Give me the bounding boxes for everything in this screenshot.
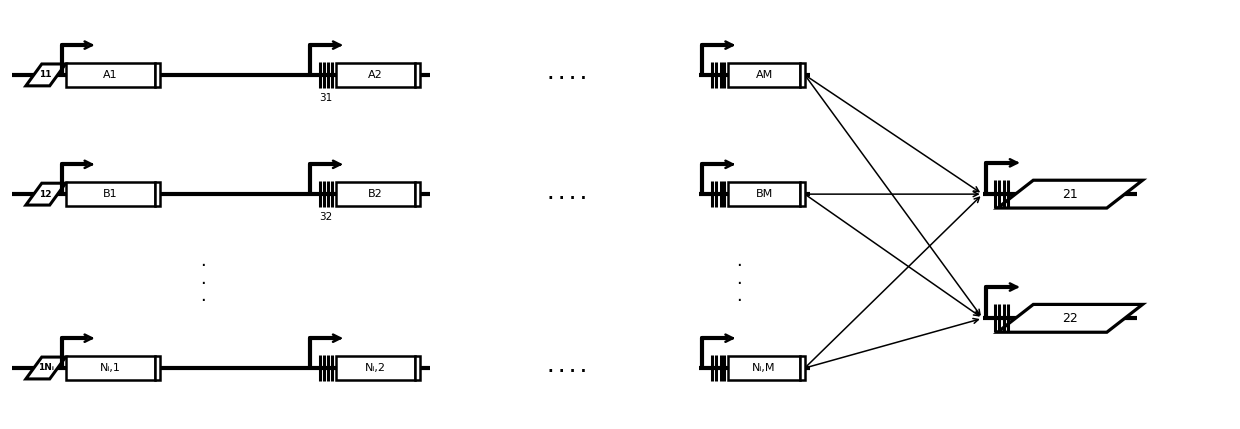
Text: . . . .: . . . . bbox=[548, 67, 587, 82]
Text: 32: 32 bbox=[319, 212, 332, 222]
Text: Nᵢ,M: Nᵢ,M bbox=[753, 363, 776, 373]
Text: 1Nᵢ: 1Nᵢ bbox=[37, 363, 53, 372]
Text: 11: 11 bbox=[40, 70, 52, 79]
Polygon shape bbox=[26, 64, 66, 86]
Bar bbox=[336, 63, 415, 87]
Bar bbox=[155, 356, 160, 380]
Text: AM: AM bbox=[755, 70, 773, 80]
Bar bbox=[66, 356, 155, 380]
Text: 12: 12 bbox=[40, 190, 52, 199]
Text: Nᵢ,1: Nᵢ,1 bbox=[100, 363, 120, 373]
Text: 22: 22 bbox=[1063, 312, 1078, 325]
Bar bbox=[66, 63, 155, 87]
Bar bbox=[728, 63, 800, 87]
Text: .: . bbox=[737, 287, 742, 305]
Text: B1: B1 bbox=[103, 189, 118, 199]
Bar bbox=[800, 182, 805, 206]
Text: B2: B2 bbox=[368, 189, 383, 199]
Polygon shape bbox=[997, 180, 1142, 208]
Text: . . . .: . . . . bbox=[548, 360, 587, 375]
Bar bbox=[155, 63, 160, 87]
Bar bbox=[336, 182, 415, 206]
Bar bbox=[800, 356, 805, 380]
Text: .: . bbox=[200, 252, 206, 270]
Text: .: . bbox=[200, 269, 206, 287]
Text: Nᵢ,2: Nᵢ,2 bbox=[365, 363, 386, 373]
Bar bbox=[155, 182, 160, 206]
Text: 31: 31 bbox=[319, 93, 332, 103]
Bar bbox=[415, 182, 420, 206]
Bar bbox=[415, 63, 420, 87]
Bar bbox=[66, 182, 155, 206]
Bar bbox=[336, 356, 415, 380]
Text: .: . bbox=[737, 252, 742, 270]
Text: .: . bbox=[737, 269, 742, 287]
Text: .: . bbox=[200, 287, 206, 305]
Text: 21: 21 bbox=[1063, 187, 1078, 201]
Bar bbox=[415, 356, 420, 380]
Text: A1: A1 bbox=[103, 70, 118, 80]
Bar bbox=[728, 182, 800, 206]
Polygon shape bbox=[26, 183, 66, 205]
Bar bbox=[728, 356, 800, 380]
Text: A2: A2 bbox=[368, 70, 383, 80]
Polygon shape bbox=[997, 305, 1142, 332]
Bar bbox=[800, 63, 805, 87]
Polygon shape bbox=[26, 357, 66, 379]
Text: BM: BM bbox=[755, 189, 773, 199]
Text: . . . .: . . . . bbox=[548, 187, 587, 202]
